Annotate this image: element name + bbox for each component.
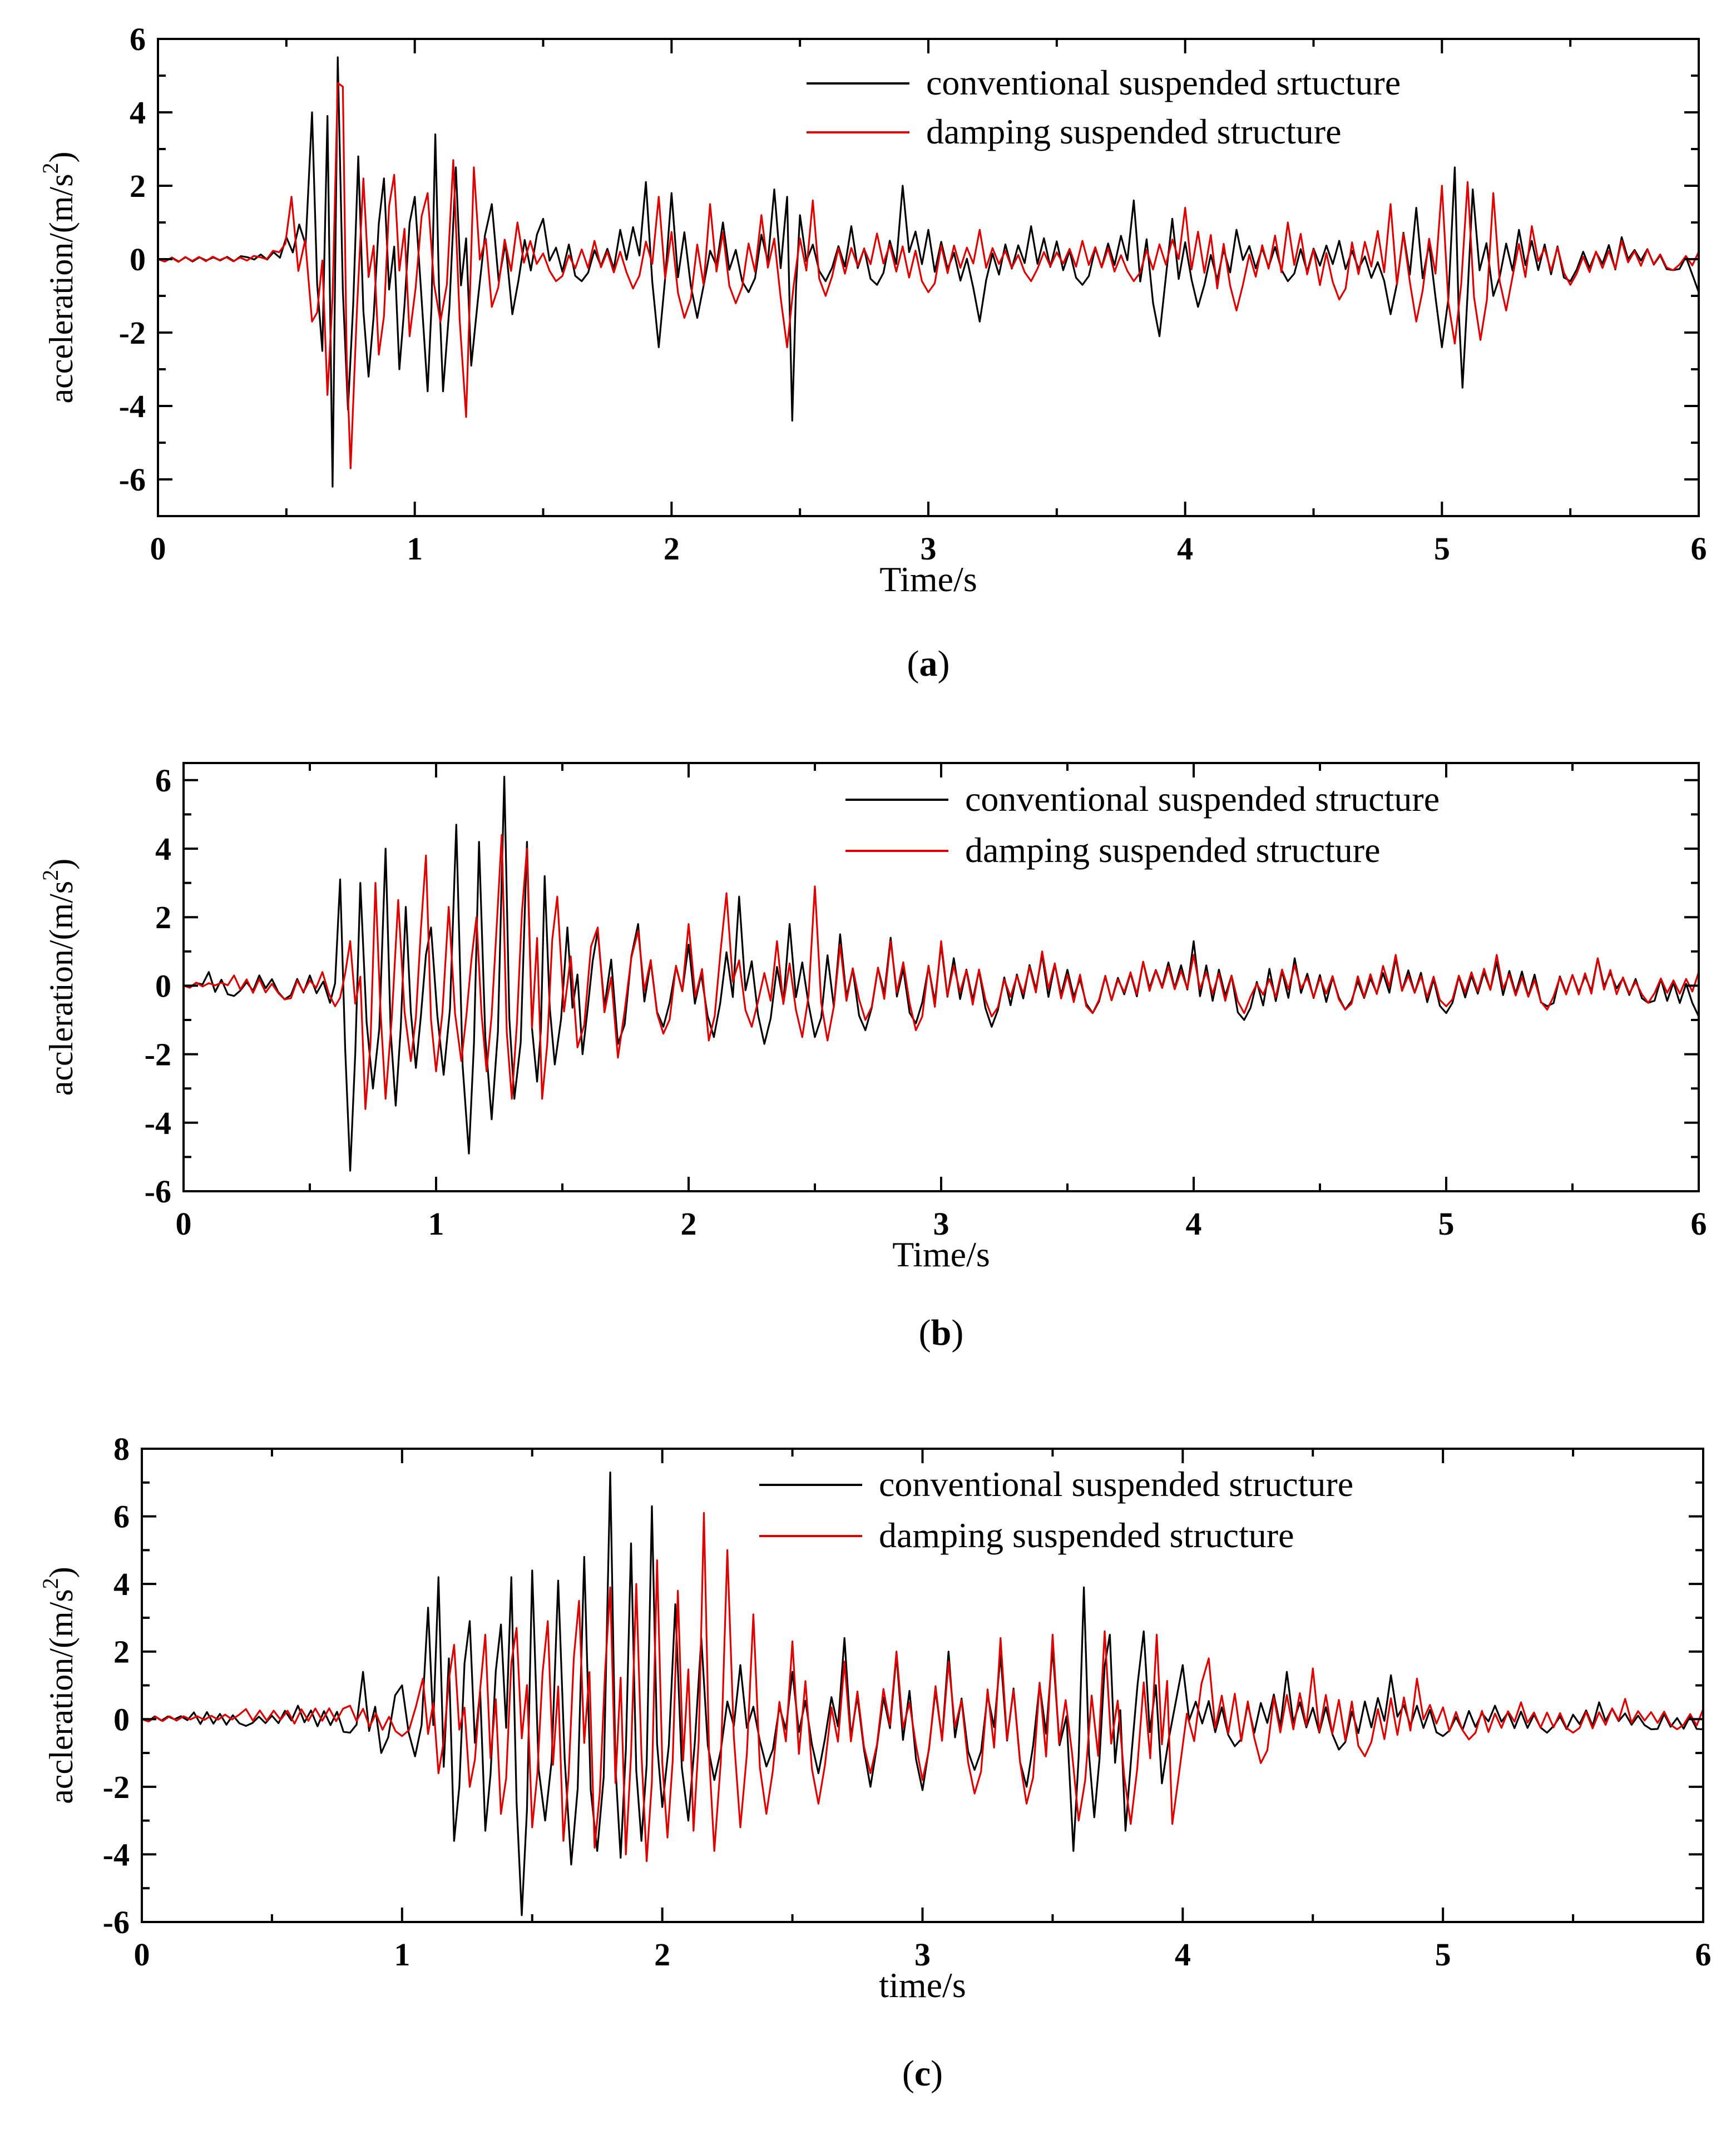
y-tick-label: 0	[113, 1701, 130, 1737]
series-line-damping	[184, 834, 1699, 1110]
panel-caption-letter: b	[931, 1312, 952, 1353]
panel-caption-letter: c	[914, 2053, 931, 2094]
x-tick-label: 4	[1175, 1936, 1191, 1973]
x-tick-label: 0	[134, 1936, 150, 1973]
x-tick-label: 5	[1435, 1936, 1451, 1973]
x-tick-label: 4	[1177, 531, 1193, 567]
y-tick-label: 4	[155, 831, 171, 867]
y-tick-label: 2	[155, 899, 171, 935]
x-tick-label: 4	[1186, 1206, 1202, 1242]
series-line-damping	[142, 1512, 1703, 1862]
legend-label-damping: damping suspended structure	[965, 830, 1381, 870]
y-tick-label: 0	[130, 241, 146, 278]
chart-panel-b: 0 1 2 3 4 5 6-6-4-20246Time/saccleration/(m/s2…	[38, 762, 1707, 1353]
legend-label-conventional: conventional suspended srtucture	[926, 63, 1401, 102]
y-tick-label: -4	[119, 388, 146, 424]
y-tick-label: 2	[113, 1634, 130, 1670]
x-axis-label: Time/s	[879, 559, 977, 599]
series-line-damping	[158, 82, 1699, 469]
y-tick-label: 6	[155, 762, 171, 799]
series-line-conventional	[142, 1472, 1703, 1916]
y-axis-label-superscript: 2	[38, 162, 63, 174]
x-tick-label: 5	[1434, 531, 1450, 567]
series-line-conventional	[158, 56, 1699, 488]
panel-caption-close: )	[951, 1312, 963, 1353]
x-tick-label: 6	[1695, 1936, 1712, 1973]
panel-caption: (b)	[919, 1312, 964, 1353]
y-tick-label: 6	[130, 21, 146, 57]
y-tick-label: 6	[113, 1499, 130, 1535]
y-tick-label: -6	[145, 1173, 171, 1210]
chart-panel-c: 0 1 2 3 4 5 6 -6 -4 -2 0 2 4 6 8 time/s accleration/(m/s…	[38, 1431, 1712, 2094]
y-axis-label-text: accleration/(m/s	[43, 881, 80, 1096]
y-tick-label: 4	[130, 95, 146, 131]
x-tick-label: 0	[150, 531, 166, 567]
x-axis-label: Time/s	[892, 1235, 990, 1274]
y-tick-label: -2	[103, 1769, 130, 1805]
y-axis-label-superscript: 2	[38, 870, 63, 881]
panel-caption-open: (	[907, 643, 919, 684]
y-tick-label: 0	[155, 968, 171, 1004]
y-tick-label: -2	[119, 315, 146, 351]
x-tick-label: 2	[664, 531, 680, 567]
y-axis-label-superscript: 2	[38, 1578, 63, 1589]
chart-panel-a: 0 1 2 3 4 5 6 -6 -4 -2 0 2 4 6 Time/s acceleration/(m/s…	[38, 21, 1707, 684]
x-tick-label: 5	[1438, 1206, 1455, 1242]
panel-caption-open: (	[919, 1312, 931, 1353]
x-tick-label: 2	[654, 1936, 670, 1973]
y-tick-label: -2	[145, 1037, 171, 1073]
x-axis-label: time/s	[879, 1965, 966, 2005]
y-axis-label-text: acceleration/(m/s	[43, 174, 80, 403]
panel-caption-letter: a	[919, 643, 938, 684]
y-axis-label-close: )	[43, 859, 80, 870]
x-tick-label: 2	[681, 1206, 697, 1242]
y-axis-label: acceleration/(m/s2)	[38, 151, 80, 403]
x-tick-label: 1	[394, 1936, 410, 1973]
y-axis-label-close: )	[43, 1567, 80, 1578]
y-axis-label: accleration/(m/s2)	[38, 859, 80, 1096]
x-tick-label: 3	[933, 1206, 949, 1242]
x-tick-label: 3	[921, 531, 937, 567]
x-tick-label: 1	[407, 531, 423, 567]
y-tick-label: 2	[130, 168, 146, 204]
x-tick-label: 3	[914, 1936, 931, 1973]
legend-label-damping: damping suspended structure	[926, 112, 1342, 151]
panel-caption-close: )	[931, 2053, 943, 2094]
y-tick-label: -4	[145, 1105, 171, 1141]
panel-caption-close: )	[938, 643, 950, 684]
y-tick-label: -6	[103, 1904, 130, 1940]
y-tick-label: -6	[119, 462, 146, 498]
y-tick-label: -4	[103, 1836, 130, 1873]
panel-caption-open: (	[902, 2053, 914, 2094]
x-tick-label: 6	[1691, 531, 1707, 567]
y-axis-label: accleration/(m/s2)	[38, 1567, 80, 1804]
series-line-conventional	[184, 776, 1699, 1172]
y-tick-label: 8	[113, 1431, 130, 1467]
x-tick-label: 1	[428, 1206, 444, 1242]
legend-label-damping: damping suspended structure	[879, 1515, 1294, 1555]
x-tick-label: 6	[1691, 1206, 1707, 1242]
y-axis-label-close: )	[43, 151, 80, 162]
panel-caption: (a)	[907, 643, 950, 684]
x-tick-label: 0	[176, 1206, 192, 1242]
legend-label-conventional: conventional suspended structure	[879, 1464, 1353, 1504]
legend-label-conventional: conventional suspended structure	[965, 779, 1440, 819]
y-tick-label: 4	[113, 1566, 130, 1602]
panel-caption: (c)	[902, 2053, 943, 2094]
y-axis-label-text: accleration/(m/s	[43, 1589, 80, 1804]
